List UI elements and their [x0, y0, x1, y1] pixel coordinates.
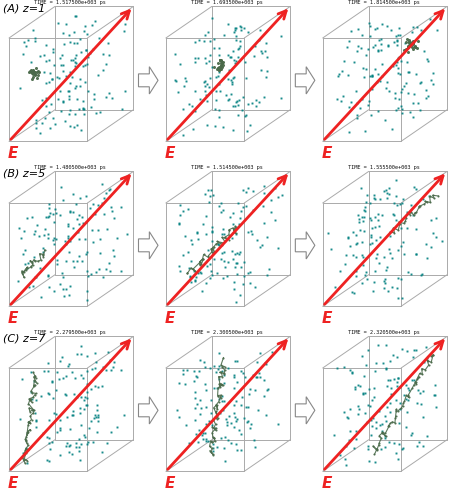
Text: (A) z=1: (A) z=1: [3, 4, 45, 14]
Text: TIME = 1.480500e+003 ps: TIME = 1.480500e+003 ps: [34, 165, 106, 170]
Text: E: E: [164, 146, 175, 160]
Text: TIME = 1.514500e+003 ps: TIME = 1.514500e+003 ps: [190, 165, 262, 170]
Polygon shape: [295, 66, 314, 94]
Polygon shape: [295, 396, 314, 424]
Text: TIME = 1.517500e+003 ps: TIME = 1.517500e+003 ps: [34, 0, 106, 5]
Text: E: E: [164, 476, 175, 490]
Text: TIME = 2.300500e+003 ps: TIME = 2.300500e+003 ps: [190, 330, 262, 335]
Text: TIME = 1.814500e+003 ps: TIME = 1.814500e+003 ps: [347, 0, 419, 5]
Polygon shape: [138, 396, 158, 424]
Text: TIME = 1.555500e+003 ps: TIME = 1.555500e+003 ps: [347, 165, 419, 170]
Polygon shape: [138, 232, 158, 259]
Text: TIME = 1.693500e+003 ps: TIME = 1.693500e+003 ps: [190, 0, 262, 5]
Text: E: E: [164, 310, 175, 326]
Text: E: E: [8, 476, 18, 490]
Text: TIME = 2.279500e+003 ps: TIME = 2.279500e+003 ps: [34, 330, 106, 335]
Text: (B) z=5: (B) z=5: [3, 168, 45, 178]
Text: E: E: [8, 146, 18, 160]
Polygon shape: [295, 232, 314, 259]
Text: E: E: [8, 310, 18, 326]
Text: E: E: [321, 146, 331, 160]
Text: (C) z=7: (C) z=7: [3, 334, 46, 344]
Text: TIME = 2.320500e+003 ps: TIME = 2.320500e+003 ps: [347, 330, 419, 335]
Text: E: E: [321, 310, 331, 326]
Text: E: E: [321, 476, 331, 490]
Polygon shape: [138, 66, 158, 94]
